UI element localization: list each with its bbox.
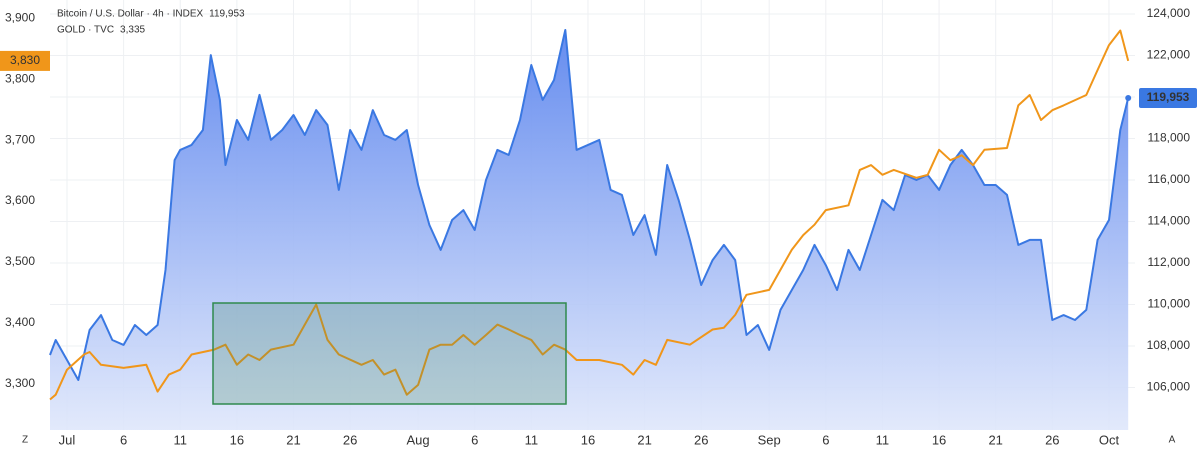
x-tick-label: Aug bbox=[407, 432, 430, 447]
x-tick-label: 16 bbox=[932, 432, 946, 447]
y2-tick-label: 116,000 bbox=[1148, 172, 1191, 186]
y-tick-label: 3,800 bbox=[5, 71, 35, 85]
legend-label: Bitcoin / U.S. Dollar · 4h · INDEX bbox=[57, 9, 203, 20]
area bbox=[50, 30, 1129, 430]
x-tick-label: 16 bbox=[230, 432, 244, 447]
y2-tick-label: 110,000 bbox=[1148, 297, 1191, 311]
overlay: Jul 6 11 16 21 26 Aug 6 11 16 21 26 Sep 6 11 16 21 26 Oct 1… bbox=[0, 6, 1197, 447]
plot-area bbox=[49, 0, 1135, 430]
x-tick-label: 6 bbox=[120, 432, 127, 447]
x-tick-label: 6 bbox=[471, 432, 478, 447]
price-badge bbox=[0, 50, 50, 71]
y-tick-label: 3,400 bbox=[5, 315, 35, 329]
y-tick-label: 3,900 bbox=[5, 10, 35, 24]
x-tick-label: 11 bbox=[525, 432, 539, 447]
y2-tick-label: 106,000 bbox=[1147, 380, 1191, 394]
y2-tick-label: 118,000 bbox=[1148, 131, 1191, 145]
legend-label: GOLD · TVC bbox=[57, 25, 114, 36]
x-tick-label: Jul bbox=[59, 432, 76, 447]
y-tick-label: 3,700 bbox=[5, 132, 35, 146]
corner-label: A bbox=[1169, 435, 1176, 446]
price-badge-label: 3,830 bbox=[10, 53, 40, 67]
y2-tick-label: 124,000 bbox=[1147, 6, 1191, 20]
price-badge bbox=[1139, 87, 1197, 108]
x-tick-label: 21 bbox=[286, 432, 300, 447]
x-tick-label: 11 bbox=[173, 432, 187, 447]
x-tick-label: 16 bbox=[581, 432, 595, 447]
x-tick-label: 21 bbox=[988, 432, 1002, 447]
y2-tick-label: 112,000 bbox=[1148, 255, 1191, 269]
y-tick-label: 3,500 bbox=[5, 254, 35, 268]
y2-tick-label: 122,000 bbox=[1147, 48, 1191, 62]
highlight-box bbox=[212, 302, 567, 405]
y-tick-label: 3,600 bbox=[5, 193, 35, 207]
x-tick-label: 26 bbox=[1045, 432, 1059, 447]
y2-tick-label: 114,000 bbox=[1148, 214, 1191, 228]
x-tick-label: 11 bbox=[876, 432, 890, 447]
last-point bbox=[1125, 94, 1132, 101]
x-tick-label: Oct bbox=[1099, 432, 1120, 447]
legend-value: 119,953 bbox=[209, 9, 245, 20]
x-tick-label: 6 bbox=[822, 432, 829, 447]
legend-value: 3,335 bbox=[120, 25, 145, 36]
x-tick-label: 21 bbox=[637, 432, 651, 447]
corner-label: Z bbox=[22, 435, 28, 446]
y2-tick-label: 108,000 bbox=[1147, 338, 1191, 352]
x-tick-label: Sep bbox=[758, 432, 781, 447]
line bbox=[49, 29, 1130, 381]
price-badge-label: 119,953 bbox=[1147, 90, 1190, 104]
y-tick-label: 3,300 bbox=[5, 376, 35, 390]
x-tick-label: 26 bbox=[694, 432, 708, 447]
x-tick-label: 26 bbox=[343, 432, 357, 447]
